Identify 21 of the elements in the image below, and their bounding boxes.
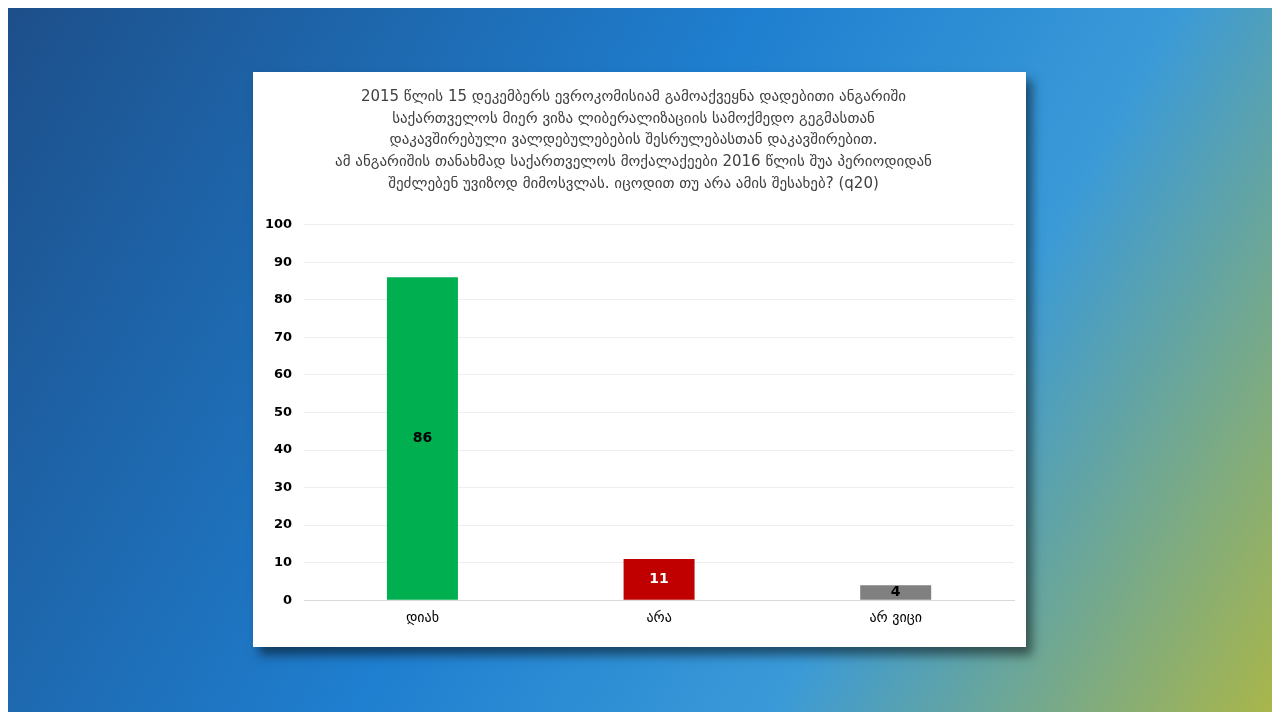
data-label: 86 — [412, 429, 433, 446]
y-tick-label: 10 — [274, 554, 293, 570]
y-tick-label: 50 — [274, 403, 293, 419]
bar — [623, 558, 695, 600]
x-tick-label: არა — [646, 609, 672, 626]
data-label: 11 — [649, 569, 669, 586]
bar — [860, 585, 932, 600]
x-tick-label: არ ვიცი — [869, 609, 922, 626]
y-tick-label: 40 — [274, 441, 293, 457]
chart-title: 2015 წლის 15 დეკემბერს ევროკომისიამ გამოაქვეყნა დადებითი ანგარიში საქართველოს მიერ ვიზა ლიბერალიზაციის სამოქმედო გეგმასთან დაკავშირებული ვალდებულებების შესრულებასთან დაკავშირებით. ამ ანგარიშის თანახმად საქართველოს მოქალაქეები 2016 წლის შუა პერიოდიდან შეძლებენ უვიზოდ მიმოსვლას. იცოდით თუ არა ამის შესახებ? (q20) — [335, 86, 933, 192]
x-tick-label: დიახ — [405, 609, 440, 626]
data-label: 4 — [890, 583, 901, 600]
y-tick-label: 60 — [274, 366, 293, 382]
bar — [386, 277, 458, 600]
y-tick-label: 70 — [274, 328, 293, 344]
y-tick-label: 20 — [274, 516, 293, 532]
y-tick-label: 80 — [274, 291, 293, 307]
y-tick-label: 100 — [265, 216, 293, 232]
y-tick-label: 30 — [274, 478, 293, 494]
y-tick-label: 0 — [283, 591, 293, 607]
y-tick-label: 90 — [274, 253, 293, 269]
